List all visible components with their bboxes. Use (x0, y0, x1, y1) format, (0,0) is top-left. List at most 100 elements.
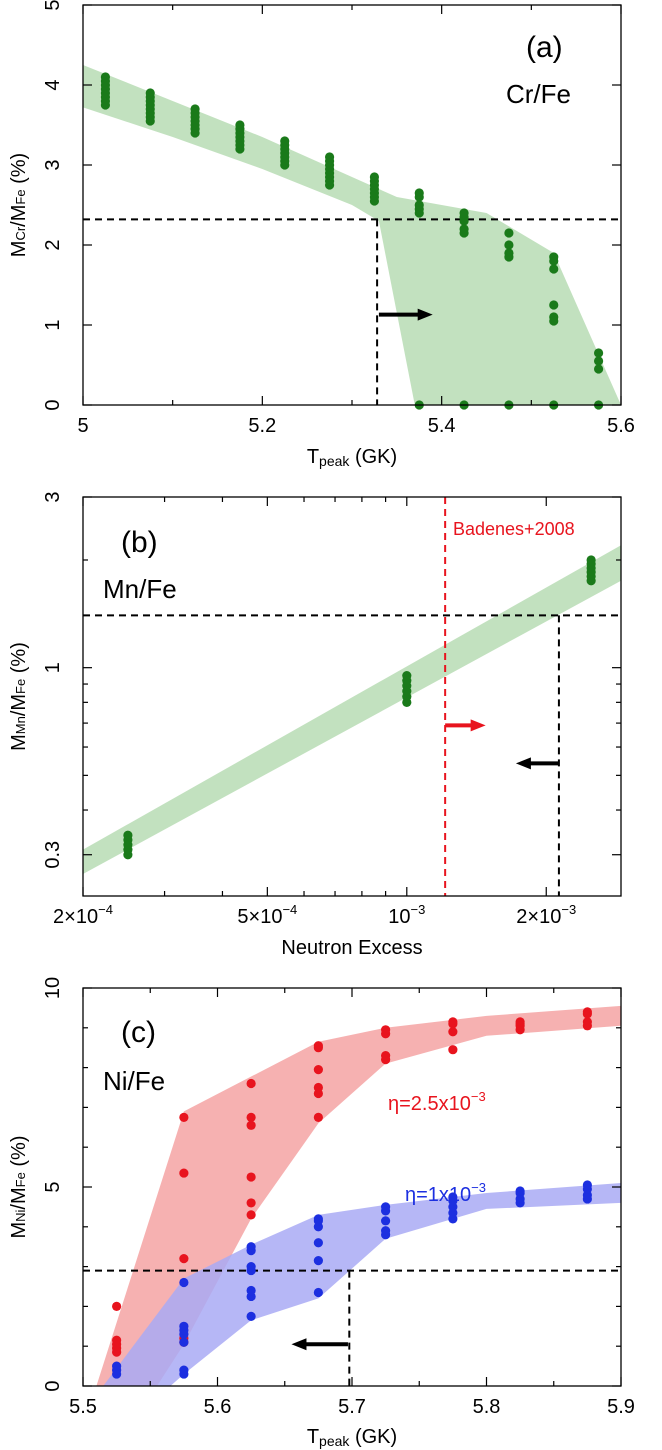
y-axis-title-mid: /M (8, 1187, 30, 1209)
data-point (448, 1027, 458, 1037)
data-point (246, 1311, 256, 1321)
data-point (246, 1078, 256, 1089)
data-point (515, 1017, 525, 1027)
y-axis-title-sub: Fe (13, 189, 28, 204)
data-point (582, 1180, 592, 1190)
x-tick-label-mantissa: 2×10 (53, 906, 98, 928)
data-point (459, 224, 469, 234)
y-tick-label: 0 (42, 399, 64, 410)
data-point (246, 1172, 256, 1182)
data-point (381, 1226, 391, 1236)
x-tick-label-exponent: −4 (282, 902, 297, 917)
data-point (246, 1112, 256, 1122)
data-point (414, 188, 424, 198)
y-axis-title-mid: /M (8, 694, 30, 716)
x-tick-label-mantissa: 5×10 (237, 906, 282, 928)
x-axis-title-sub: peak (319, 1433, 350, 1449)
cr-fe-band (83, 65, 621, 405)
data-point (448, 1045, 458, 1055)
species-label: Ni/Fe (103, 1066, 165, 1096)
x-axis-title-unit: (GK) (349, 446, 397, 468)
data-point (504, 240, 514, 250)
x-tick-label: 2×10−4 (53, 902, 113, 928)
direction-arrow-head (515, 757, 531, 770)
data-point (549, 300, 559, 310)
data-point (448, 1017, 458, 1027)
data-point (402, 671, 412, 681)
data-point (235, 120, 245, 130)
x-tick-label-exponent: −3 (561, 902, 576, 917)
y-tick-label: 4 (42, 79, 64, 90)
data-point (448, 1192, 458, 1202)
x-tick-label: 5.8 (473, 1396, 501, 1418)
x-tick-label: 5.6 (204, 1396, 232, 1418)
series-label: η=1x10−3 (405, 1180, 486, 1206)
x-tick-label: 5.7 (338, 1396, 366, 1418)
y-tick-label: 10 (42, 977, 64, 999)
reference-label: Badenes+2008 (453, 519, 575, 539)
data-point (246, 1285, 256, 1296)
y-axis-title-sub: Cr (13, 226, 28, 240)
data-point (313, 1214, 323, 1224)
data-point (313, 1041, 323, 1051)
series-band (103, 1183, 621, 1386)
data-point (313, 1064, 323, 1075)
y-tick-label: 5 (42, 1181, 64, 1192)
x-tick-label: 5.9 (607, 1396, 635, 1418)
data-point (459, 208, 469, 218)
y-axis-title-sub: Fe (13, 679, 28, 694)
x-axis-title: Tpeak (GK) (307, 446, 397, 469)
data-point (504, 228, 514, 238)
panel-c: 5.5 5.6 5.7 5.8 5.9 0 5 10 Tpeak (GK) MNi/MFe (%)… (8, 977, 635, 1449)
series-label-exponent: −3 (471, 1180, 486, 1195)
x-axis-title: Neutron Excess (281, 937, 422, 959)
data-point (369, 172, 380, 182)
data-point (504, 248, 514, 258)
data-point (112, 1301, 122, 1311)
y-axis-title-main: M (8, 1222, 30, 1239)
data-point (313, 1112, 323, 1122)
data-point (313, 1238, 323, 1248)
x-tick-label: 10−3 (388, 902, 425, 928)
data-point (313, 1256, 323, 1266)
x-tick-label-mantissa: 2×10 (516, 906, 561, 928)
y-tick-label: 2 (42, 239, 64, 250)
panel-label: (c) (121, 1016, 156, 1049)
data-point (179, 1277, 189, 1288)
data-point (246, 1198, 256, 1208)
panel-a: 5 5.2 5.4 5.6 0 1 2 3 4 5 Tpeak (GK) MCr/MFe (%) (a)… (8, 0, 635, 469)
x-tick-label-exponent: −4 (98, 902, 113, 917)
y-axis-title-unit: (%) (8, 153, 30, 190)
data-point (179, 1112, 189, 1122)
series-label-exponent: −3 (471, 1089, 486, 1104)
y-tick-label: 3 (42, 491, 64, 502)
data-point (381, 1216, 391, 1226)
data-point (179, 1337, 189, 1347)
reference-arrow-head (470, 719, 486, 732)
y-axis-title-main: M (8, 734, 30, 751)
y-axis-title: MNi/MFe (%) (8, 1135, 30, 1238)
data-point (549, 252, 559, 262)
y-axis-title: MCr/MFe (%) (8, 153, 30, 257)
data-point (593, 364, 604, 374)
data-point (145, 88, 155, 98)
y-tick-label: 1 (42, 662, 64, 673)
data-point (179, 1254, 189, 1264)
data-point (179, 1168, 189, 1178)
panel-label: (b) (121, 526, 158, 559)
series-label-base: η=2.5x10 (388, 1093, 471, 1115)
y-axis-title-main: M (8, 241, 30, 258)
x-tick-label: 2×10−3 (516, 902, 576, 928)
data-point (414, 200, 424, 210)
y-axis-title-sub: Fe (13, 1172, 28, 1187)
x-tick-label: 5.6 (607, 415, 635, 437)
y-axis-title-sub: Ni (13, 1209, 28, 1221)
data-point (549, 316, 559, 326)
panel-label: (a) (526, 31, 563, 64)
data-point (549, 264, 559, 274)
y-tick-label: 5 (42, 0, 64, 11)
data-point (381, 1051, 391, 1061)
data-point (593, 356, 604, 366)
plot-frame (82, 496, 622, 897)
